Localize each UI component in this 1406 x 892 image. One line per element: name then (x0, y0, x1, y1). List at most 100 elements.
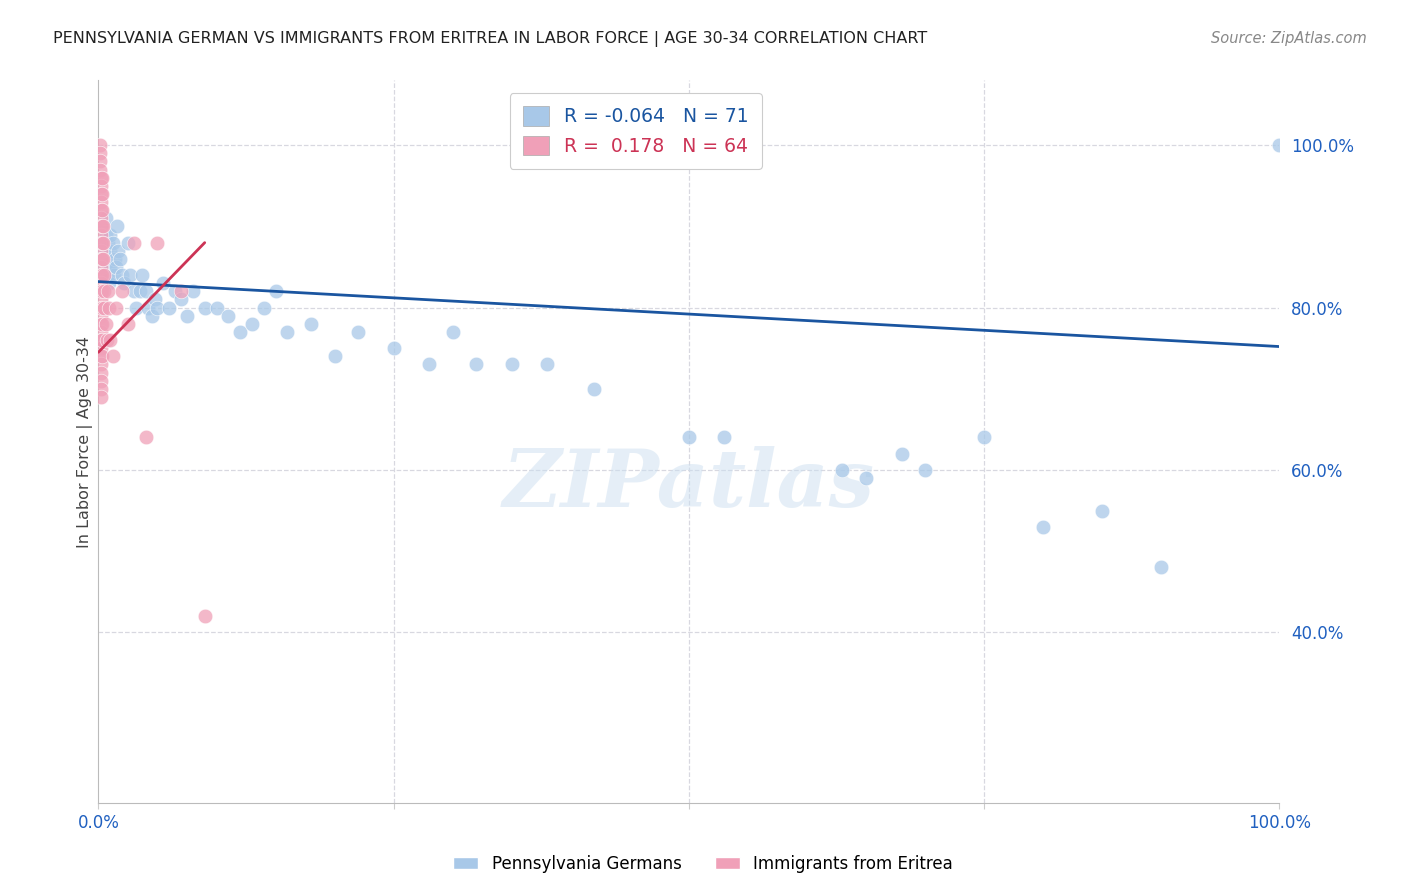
Point (90, 277, 112, 291)
Point (157, 301, 180, 315)
Point (90, 252, 112, 266)
Point (90, 333, 112, 347)
Point (90, 374, 112, 388)
Point (98, 227, 121, 242)
Point (91, 235, 114, 250)
Point (91, 252, 114, 266)
Point (90, 325, 112, 339)
Point (90, 301, 112, 315)
Point (90, 366, 112, 380)
Point (973, 430, 995, 444)
Point (128, 285, 150, 299)
Point (93, 268, 115, 282)
Point (90, 186, 112, 201)
Point (108, 252, 131, 266)
Point (105, 219, 128, 234)
Point (89, 154, 111, 169)
Point (93, 244, 115, 258)
Point (104, 252, 127, 266)
Point (501, 358, 523, 372)
Point (165, 285, 187, 299)
Point (91, 301, 114, 315)
Point (441, 325, 464, 339)
Point (101, 235, 124, 250)
Point (131, 268, 153, 282)
Point (217, 309, 239, 323)
Point (678, 430, 700, 444)
Point (98, 244, 121, 258)
Point (253, 301, 276, 315)
Point (276, 325, 298, 339)
Point (418, 358, 440, 372)
Point (90, 341, 112, 355)
Point (94, 317, 117, 331)
Point (97, 285, 120, 299)
Point (107, 244, 129, 258)
Point (90, 293, 112, 307)
Point (90, 317, 112, 331)
Legend: R = -0.064   N = 71, R =  0.178   N = 64: R = -0.064 N = 71, R = 0.178 N = 64 (510, 94, 762, 169)
Point (890, 447, 912, 461)
Point (90, 227, 112, 242)
Point (146, 301, 169, 315)
Point (299, 317, 322, 331)
Point (90, 244, 112, 258)
Point (465, 358, 488, 372)
Point (98, 268, 121, 282)
Point (93, 301, 115, 315)
Point (90, 268, 112, 282)
Point (90, 178, 112, 193)
Point (831, 463, 853, 477)
Point (91, 317, 114, 331)
Point (347, 325, 370, 339)
Point (91, 268, 114, 282)
Point (176, 309, 198, 323)
Point (90, 358, 112, 372)
Y-axis label: In Labor Force | Age 30-34: In Labor Force | Age 30-34 (76, 335, 93, 548)
Point (98, 301, 121, 315)
Point (194, 609, 217, 624)
Point (97, 235, 120, 250)
Point (90, 195, 112, 210)
Point (98, 333, 121, 347)
Point (91, 235, 114, 250)
Point (96, 252, 118, 266)
Point (98, 277, 121, 291)
Point (152, 277, 174, 291)
Point (94, 211, 117, 226)
Point (101, 349, 124, 363)
Point (90, 309, 112, 323)
Point (117, 317, 139, 331)
Point (91, 219, 114, 234)
Point (122, 285, 145, 299)
Point (1032, 520, 1054, 534)
Text: PENNSYLVANIA GERMAN VS IMMIGRANTS FROM ERITREA IN LABOR FORCE | AGE 30-34 CORREL: PENNSYLVANIA GERMAN VS IMMIGRANTS FROM E… (53, 31, 928, 47)
Point (105, 301, 128, 315)
Point (141, 309, 163, 323)
Text: ZIPatlas: ZIPatlas (503, 446, 875, 524)
Point (90, 349, 112, 363)
Point (91, 252, 114, 266)
Point (91, 219, 114, 234)
Point (194, 301, 217, 315)
Point (91, 219, 114, 234)
Point (96, 333, 118, 347)
Point (855, 471, 877, 485)
Point (91, 349, 114, 363)
Point (91, 235, 114, 250)
Point (125, 301, 148, 315)
Point (146, 235, 169, 250)
Point (112, 277, 135, 291)
Point (1268, 138, 1291, 153)
Point (94, 227, 117, 242)
Point (120, 268, 142, 282)
Point (323, 349, 346, 363)
Point (89, 162, 111, 177)
Point (97, 260, 120, 274)
Point (122, 235, 145, 250)
Point (1091, 503, 1114, 517)
Point (91, 203, 114, 218)
Point (91, 186, 114, 201)
Point (170, 285, 193, 299)
Point (136, 301, 159, 315)
